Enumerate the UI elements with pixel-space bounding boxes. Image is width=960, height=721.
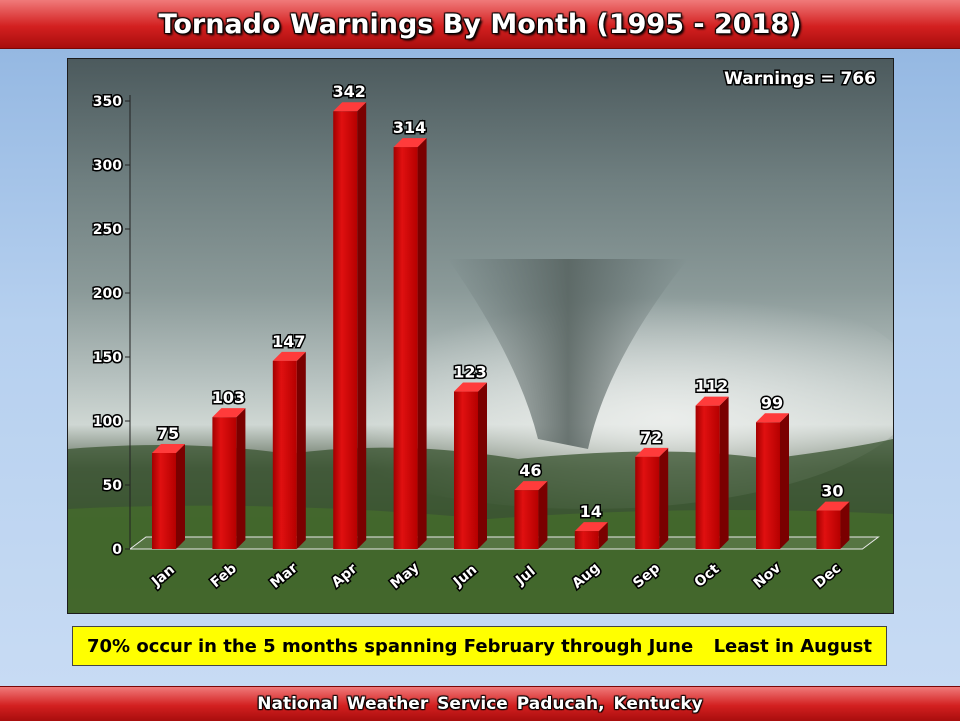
bar-jun (454, 382, 487, 549)
bar-top (756, 413, 789, 423)
bar-side (296, 351, 306, 549)
data-label: 103 (212, 388, 245, 407)
bar-front (756, 422, 780, 549)
total-annotation: Warnings = 766 (724, 69, 876, 89)
y-tick-label: 0 (112, 542, 122, 558)
data-label: 14 (580, 502, 602, 521)
bar-oct (695, 396, 729, 549)
bar-side (357, 102, 367, 550)
chart-panel: 0 50 100 150 200 250 300 350 75 Jan 103 Feb 147 Mar 3… (67, 58, 894, 614)
bar-side (780, 413, 789, 549)
data-label: 30 (821, 482, 843, 501)
bar-jul (514, 481, 548, 549)
caption-left: 70% occur in the 5 months spanning Febru… (87, 635, 694, 657)
y-tick-label: 350 (93, 94, 122, 110)
bar-front (635, 456, 660, 549)
bar-top (574, 522, 608, 532)
y-tick-label: 150 (93, 350, 122, 366)
bar-front (454, 391, 478, 549)
bar-may (393, 138, 427, 549)
bar-feb (212, 408, 246, 549)
bar-top (393, 138, 427, 148)
y-tick-label: 200 (93, 286, 122, 302)
bar-side (478, 382, 487, 549)
bar-front (574, 531, 599, 549)
data-label: 123 (453, 363, 486, 382)
bar-nov (756, 413, 789, 549)
bar-side (840, 501, 850, 549)
bar-mar (272, 351, 306, 549)
caption-box: 70% occur in the 5 months spanning Febru… (72, 626, 887, 666)
bar-front (333, 111, 358, 550)
data-label: 112 (695, 377, 728, 396)
bar-side (538, 481, 548, 549)
footer-banner: National Weather Service Paducah, Kentuc… (0, 686, 960, 721)
bar-top (695, 396, 729, 406)
footer-text: National Weather Service Paducah, Kentuc… (257, 694, 703, 714)
caption-right: Least in August (713, 635, 872, 657)
bar-apr (333, 102, 367, 550)
bar-top (212, 408, 246, 418)
bar-front (393, 147, 418, 549)
data-label: 72 (640, 428, 662, 447)
data-label: 314 (393, 118, 426, 137)
bar-front (816, 510, 841, 549)
bar-front (212, 417, 237, 549)
y-tick-label: 100 (93, 414, 122, 430)
data-label: 46 (519, 461, 541, 480)
bar-dec (816, 501, 850, 549)
bar-aug (574, 522, 608, 549)
y-tick-label: 50 (103, 478, 123, 494)
bar-top (514, 481, 548, 491)
bar-front (272, 360, 297, 549)
chart-title: Tornado Warnings By Month (1995 - 2018) (158, 8, 802, 40)
y-tick-label: 300 (93, 158, 122, 174)
bar-top (272, 351, 306, 361)
data-label: 75 (157, 424, 179, 443)
bar-front (695, 405, 720, 549)
title-banner: Tornado Warnings By Month (1995 - 2018) (0, 0, 960, 49)
bar-side (719, 396, 729, 549)
bar-top (816, 501, 850, 511)
bar-sep (635, 447, 669, 549)
bar-top (635, 447, 669, 457)
bar-jan (152, 444, 185, 549)
bar-top (454, 382, 487, 392)
bar-top (152, 444, 185, 453)
data-label: 99 (761, 393, 783, 412)
bar-front (152, 453, 176, 549)
bar-side (176, 444, 185, 549)
bar-front (514, 490, 539, 549)
bar-side (236, 408, 246, 549)
bar-side (659, 447, 669, 549)
bar-side (598, 522, 608, 549)
data-label: 342 (332, 82, 365, 101)
bar-side (417, 138, 427, 549)
data-label: 147 (272, 332, 305, 351)
y-tick-label: 250 (93, 222, 122, 238)
chart-floor (128, 536, 880, 550)
bar-top (333, 102, 367, 112)
